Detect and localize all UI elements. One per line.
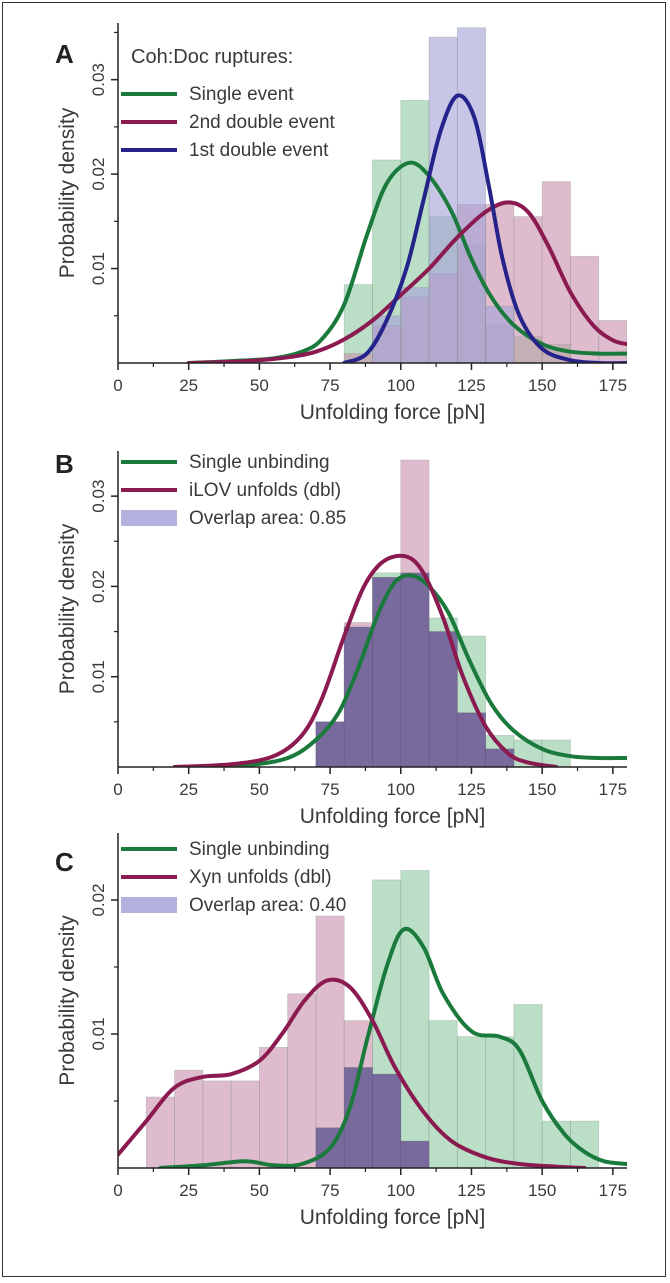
x-tick-label: 50 [250, 1181, 269, 1200]
panel-label: A [55, 39, 74, 69]
histogram-bar [202, 1080, 232, 1168]
x-tick-label: 175 [599, 376, 627, 395]
plot-area [172, 459, 627, 767]
y-tick-label: 0.02 [89, 158, 108, 191]
x-tick-label: 150 [528, 780, 556, 799]
legend: Coh:Doc ruptures: Single event 2nd double … [121, 46, 336, 161]
x-tick-label: 50 [250, 376, 269, 395]
legend-item: Single unbinding [189, 839, 330, 860]
legend-item: 2nd double event [189, 112, 336, 133]
plot-area [186, 27, 627, 363]
legend-item: iLOV unfolds (dbl) [189, 480, 341, 501]
overlap-bar [485, 748, 515, 767]
x-tick-label: 75 [321, 376, 340, 395]
y-axis-label: Probability density [56, 107, 79, 278]
overlap-bars [315, 572, 515, 767]
y-tick-label: 0.03 [89, 63, 108, 96]
density-curve [342, 93, 627, 363]
legend-item: Xyn unfolds (dbl) [189, 867, 332, 888]
histogram-bar [400, 287, 430, 363]
x-tick-label: 150 [528, 1181, 556, 1200]
histogram-bar [400, 870, 430, 1168]
histogram-bar [428, 1020, 458, 1168]
overlap-bar [428, 631, 458, 767]
x-tick-label: 0 [113, 1181, 122, 1200]
x-tick-label: 25 [179, 1181, 198, 1200]
y-axis-label: Probability density [56, 523, 79, 694]
histogram-bar [287, 993, 317, 1168]
histogram-bar [570, 255, 600, 363]
overlap-bar [372, 1073, 402, 1168]
density-curve [186, 160, 627, 363]
x-tick-label: 125 [457, 780, 485, 799]
panel-a: 0 25 50 75 100 125 150 175 0.01 0.02 0.03 Unfolding… [55, 23, 627, 424]
legend-title: Coh:Doc ruptures: [131, 46, 293, 68]
density-curve [118, 977, 587, 1168]
overlap-bar [400, 1140, 430, 1168]
x-tick-label: 25 [179, 376, 198, 395]
x-tick-label: 175 [599, 1181, 627, 1200]
histogram-bar [456, 27, 487, 363]
y-axis-label: Probability density [56, 915, 79, 1086]
legend: Single unbinding iLOV unfolds (dbl) Overla… [121, 452, 346, 529]
density-curve [158, 926, 627, 1168]
histogram-bar [513, 1004, 543, 1168]
x-tick-label: 100 [387, 376, 415, 395]
y-tick-label: 0.02 [89, 570, 108, 603]
histogram-bar [626, 343, 627, 363]
x-tick-label: 100 [387, 780, 415, 799]
y-tick-label: 0.01 [89, 252, 108, 285]
plot-area [118, 870, 627, 1168]
x-tick-label: 125 [457, 376, 485, 395]
legend-item: Single event [189, 84, 294, 105]
y-tick-label: 0.02 [89, 883, 108, 916]
overlap-bar [343, 626, 373, 767]
x-tick-label: 175 [599, 780, 627, 799]
histogram-bar [485, 305, 515, 363]
histogram-bar [541, 181, 571, 363]
x-axis-label: Unfolding force [pN] [300, 805, 486, 828]
histogram-bar [230, 1080, 260, 1168]
x-tick-label: 125 [457, 1181, 485, 1200]
overlap-bar [400, 572, 430, 767]
x-tick-label: 25 [179, 780, 198, 799]
x-tick-label: 50 [250, 780, 269, 799]
legend-item: Overlap area: 0.85 [189, 508, 346, 529]
x-tick-label: 75 [321, 1181, 340, 1200]
figure-svg: 0 25 50 75 100 125 150 175 0.01 0.02 0.03 Unfolding… [55, 23, 627, 1229]
legend-item: Single unbinding [189, 452, 330, 473]
panel-label: B [55, 449, 74, 479]
x-tick-label: 100 [387, 1181, 415, 1200]
histogram-bar [541, 1120, 571, 1168]
legend-swatch-box [121, 510, 177, 526]
density-curve [172, 553, 559, 767]
legend: Single unbinding Xyn unfolds (dbl) Overlap… [121, 839, 346, 916]
x-tick-label: 150 [528, 376, 556, 395]
panel-label: C [55, 847, 74, 877]
y-tick-label: 0.03 [89, 480, 108, 513]
legend-swatch-box [121, 897, 177, 913]
histograms [343, 27, 627, 363]
panel-c: 0 25 50 75 100 125 150 175 0.01 0.02 Unfolding for… [55, 833, 627, 1229]
density-curve [186, 200, 627, 363]
panel-b: 0 25 50 75 100 125 150 175 0.01 0.02 0.03 Unfolding… [55, 449, 627, 828]
overlap-bar [315, 721, 345, 767]
x-axis-label: Unfolding force [pN] [300, 1206, 486, 1229]
y-tick-label: 0.01 [89, 660, 108, 693]
overlap-bar [372, 577, 402, 767]
x-tick-label: 0 [113, 376, 122, 395]
x-tick-label: 75 [321, 780, 340, 799]
legend-item: Overlap area: 0.40 [189, 895, 346, 916]
histogram-bar [258, 1047, 289, 1168]
histogram-bar [485, 1036, 515, 1168]
y-tick-label: 0.01 [89, 1017, 108, 1050]
histogram-bar [145, 1096, 175, 1168]
legend-item: 1st double event [189, 140, 329, 161]
density-curve [186, 573, 627, 767]
x-axis-label: Unfolding force [pN] [300, 401, 486, 424]
histogram-bar [513, 216, 543, 363]
x-tick-label: 0 [113, 780, 122, 799]
